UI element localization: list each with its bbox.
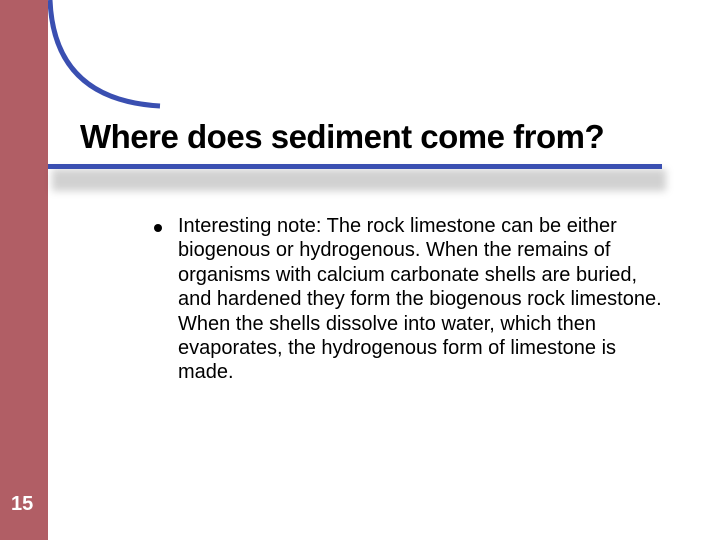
bullet-body-text: Interesting note: The rock limestone can… — [178, 214, 664, 385]
title-underline-shadow — [52, 169, 666, 191]
slide-title: Where does sediment come from? — [80, 118, 604, 156]
bullet-marker — [154, 224, 162, 232]
sidebar-accent — [0, 0, 48, 540]
corner-arc-decoration — [48, 0, 168, 120]
title-underline — [48, 164, 662, 169]
page-number: 15 — [11, 493, 33, 516]
